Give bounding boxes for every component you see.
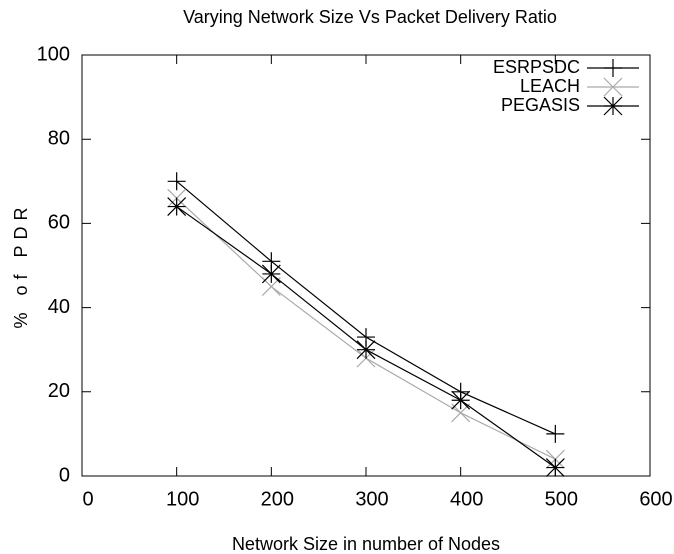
- x-axis-label: Network Size in number of Nodes: [232, 534, 500, 554]
- legend-marker: [603, 77, 623, 97]
- x-tick-label: 500: [545, 488, 578, 510]
- x-tick-label: 400: [450, 488, 483, 510]
- marker: [546, 424, 565, 443]
- legend-label: ESRPSDC: [493, 57, 580, 77]
- legend-label: LEACH: [520, 76, 580, 96]
- marker: [167, 172, 186, 191]
- y-tick-label: 0: [59, 464, 70, 486]
- marker: [545, 458, 565, 478]
- y-tick-label: 60: [48, 212, 70, 234]
- y-tick-label: 40: [48, 296, 70, 318]
- legend-marker: [604, 59, 622, 77]
- chart-title: Varying Network Size Vs Packet Delivery …: [183, 7, 557, 27]
- x-tick-label: 300: [355, 488, 388, 510]
- x-tick-label: 100: [166, 488, 199, 510]
- legend-label: PEGASIS: [501, 95, 580, 115]
- x-tick-label: 0: [82, 488, 93, 510]
- y-tick-label: 20: [48, 380, 70, 402]
- plot-frame: [81, 54, 651, 477]
- x-tick-label: 200: [261, 488, 294, 510]
- marker: [451, 390, 471, 410]
- x-tick-label: 600: [639, 488, 672, 510]
- marker: [167, 197, 187, 216]
- marker: [356, 340, 376, 360]
- series-line: [176, 180, 556, 435]
- y-axis-label: % of PDR: [11, 201, 31, 328]
- marker: [261, 264, 281, 284]
- legend-marker: [603, 96, 623, 116]
- y-tick-label: 80: [48, 127, 70, 149]
- y-tick-label: 100: [37, 43, 70, 65]
